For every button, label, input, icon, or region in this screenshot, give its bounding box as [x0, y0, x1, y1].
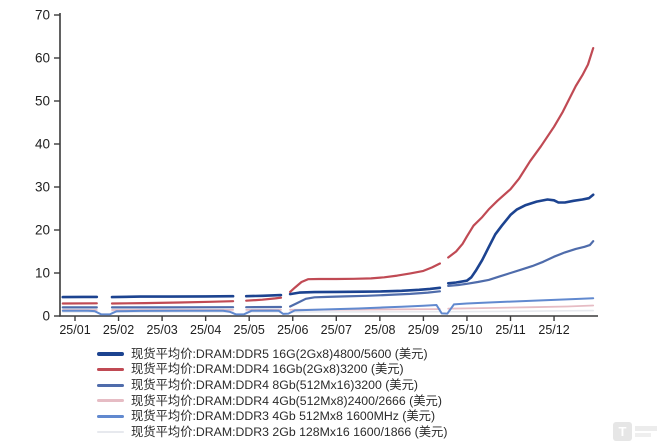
legend-swatch-line: [97, 431, 124, 434]
series-line-4: [447, 46, 595, 259]
series-line-5: [110, 294, 235, 299]
y-axis-label: 40: [35, 137, 50, 152]
series-line-5: [288, 286, 442, 296]
watermark-text-line: [635, 433, 651, 437]
legend-swatch-line: [97, 399, 124, 403]
x-axis-label: 25/05: [234, 323, 265, 337]
x-axis-label: 25/09: [408, 323, 439, 337]
legend-label: 现货平均价:DRAM:DDR4 4Gb(512Mx8)2400/2666 (美元…: [131, 393, 442, 408]
watermark-logo-icon: T: [613, 422, 632, 441]
series-line-3: [289, 290, 441, 308]
series-line-5: [446, 193, 595, 285]
legend-item: 现货平均价:DRAM:DDR3 2Gb 128Mx16 1600/1866 (美…: [97, 424, 447, 440]
series-line-0: [447, 309, 595, 313]
legend-swatch-line: [97, 351, 124, 356]
y-axis-label: 20: [35, 223, 50, 238]
x-axis-label: 25/11: [495, 323, 525, 337]
series-line-4: [245, 296, 283, 302]
x-axis-label: 25/03: [146, 323, 177, 337]
watermark-text-lines: [635, 426, 657, 437]
legend-item: 现货平均价:DRAM:DDR4 8Gb(512Mx16)3200 (美元): [97, 377, 447, 393]
price-chart-canvas: 0 10 20 30 40 50 60 70 25/01 25/02 25/03 25/04 25/05…: [35, 8, 598, 337]
watermark: T: [613, 422, 657, 441]
legend-label: 现货平均价:DRAM:DDR5 16G(2Gx8)4800/5600 (美元): [131, 346, 428, 361]
y-axis-label: 50: [35, 94, 50, 109]
series-line-4: [110, 300, 235, 305]
legend-label: 现货平均价:DRAM:DDR4 16Gb(2Gx8)3200 (美元): [131, 362, 404, 377]
x-axis-label: 25/01: [59, 323, 90, 337]
series-line-3: [447, 240, 595, 287]
legend-item: 现货平均价:DRAM:DDR4 4Gb(512Mx8)2400/2666 (美元…: [97, 393, 447, 409]
y-axis-label: 70: [35, 8, 50, 23]
x-axis-label: 25/04: [190, 323, 221, 337]
legend-label: 现货平均价:DRAM:DDR3 2Gb 128Mx16 1600/1866 (美…: [131, 425, 448, 440]
x-axis-label: 25/08: [364, 323, 395, 337]
legend-label: 现货平均价:DRAM:DDR4 8Gb(512Mx16)3200 (美元): [131, 378, 418, 393]
x-axis-label: 25/02: [103, 323, 134, 337]
series-line-1: [447, 304, 595, 310]
x-axis-label: 25/12: [538, 323, 569, 337]
chart-legend: 现货平均价:DRAM:DDR5 16G(2Gx8)4800/5600 (美元) 现…: [97, 346, 447, 440]
legend-item: 现货平均价:DRAM:DDR3 4Gb 512Mx8 1600MHz (美元): [97, 409, 447, 425]
watermark-text-line: [635, 426, 657, 431]
x-axis-label: 25/10: [451, 323, 482, 337]
x-axis-label: 25/07: [321, 323, 352, 337]
legend-item: 现货平均价:DRAM:DDR4 16Gb(2Gx8)3200 (美元): [97, 362, 447, 378]
legend-item: 现货平均价:DRAM:DDR5 16G(2Gx8)4800/5600 (美元): [97, 346, 447, 362]
x-axis-label: 25/06: [277, 323, 308, 337]
y-axis-label: 10: [35, 266, 50, 281]
legend-swatch-line: [97, 415, 124, 419]
series-line-5: [244, 293, 283, 298]
legend-swatch-line: [97, 368, 124, 372]
y-axis-label: 60: [35, 51, 50, 66]
series-line-4: [289, 262, 441, 293]
legend-label: 现货平均价:DRAM:DDR3 4Gb 512Mx8 1600MHz (美元): [131, 409, 436, 424]
y-axis-label: 30: [35, 180, 50, 195]
series-line-2: [61, 297, 595, 316]
y-axis-label: 0: [42, 309, 50, 324]
legend-swatch-line: [97, 383, 124, 387]
